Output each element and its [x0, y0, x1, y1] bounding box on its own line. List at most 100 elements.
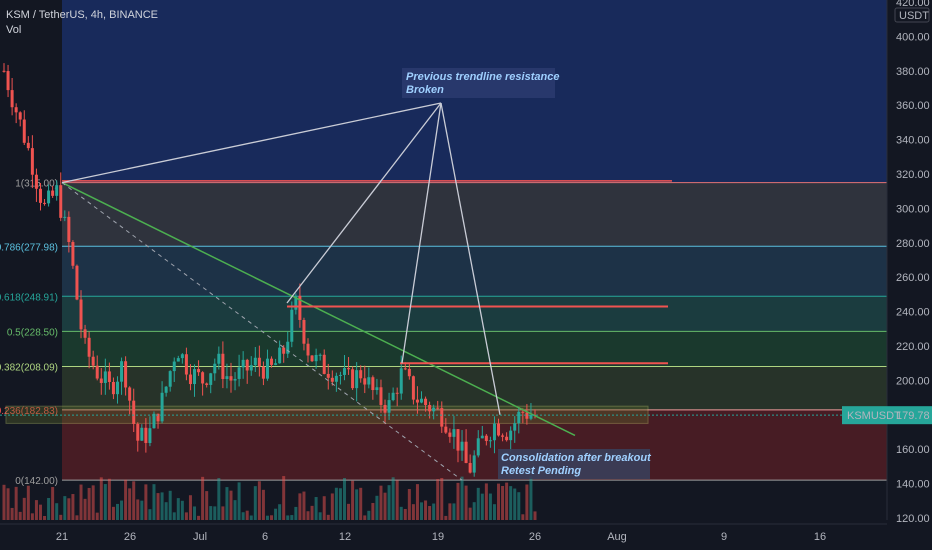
candle-body	[322, 354, 326, 374]
candle-body	[448, 432, 452, 437]
volume-bar	[71, 494, 75, 520]
candle-body	[217, 353, 221, 364]
volume-bar	[513, 488, 517, 520]
fib-label-f0382: 0.382(208.09)	[0, 362, 58, 373]
candle-body	[193, 369, 197, 385]
volume-bar	[286, 515, 290, 520]
candle-body	[103, 371, 107, 383]
volume-bar	[282, 476, 286, 520]
candle-body	[91, 356, 95, 366]
time-tick: 12	[339, 531, 351, 543]
volume-bar	[290, 515, 294, 520]
volume-bar	[140, 500, 144, 520]
price-tick: 420.00	[896, 0, 930, 9]
volume-label: Vol	[6, 24, 22, 36]
volume-bar	[472, 502, 476, 520]
candle-body	[67, 216, 71, 243]
fib-zone-0	[62, 182, 887, 247]
time-tick: 19	[432, 531, 444, 543]
volume-bar	[164, 502, 168, 520]
volume-bar	[359, 487, 363, 520]
volume-bar	[391, 477, 395, 520]
fib-zone-4	[62, 366, 887, 410]
volume-bar	[148, 509, 152, 520]
volume-bar	[383, 492, 387, 520]
volume-bar	[298, 493, 302, 520]
volume-bar	[326, 514, 330, 520]
volume-bar	[428, 506, 432, 520]
price-tick: 320.00	[896, 169, 930, 181]
candle-body	[59, 185, 63, 218]
currency-badge	[894, 7, 930, 23]
volume-bar	[322, 496, 326, 520]
volume-bar	[176, 498, 180, 520]
volume-bar	[448, 503, 452, 520]
candle-body	[456, 429, 460, 451]
candle-body	[257, 357, 261, 367]
candle-body	[334, 375, 338, 382]
candle-body	[513, 423, 517, 431]
candle-body	[245, 359, 249, 371]
candle-body	[75, 265, 79, 300]
candle-body	[43, 202, 47, 204]
candle-body	[213, 363, 217, 374]
volume-bar	[261, 489, 265, 520]
volume-bar	[476, 487, 480, 520]
currency-label: USDT	[899, 10, 929, 22]
time-tick: 6	[262, 531, 268, 543]
candle-body	[63, 216, 67, 218]
volume-bar	[111, 506, 115, 520]
candle-body	[428, 404, 432, 412]
volume-bar	[209, 506, 213, 520]
time-tick: Aug	[607, 531, 627, 543]
annotation-line-1	[286, 102, 442, 304]
candle-body	[440, 408, 444, 427]
volume-bar	[375, 495, 379, 520]
volume-bar	[91, 485, 95, 520]
volume-bar	[43, 515, 47, 520]
candle-body	[492, 423, 496, 441]
annotation-top-line2: Broken	[406, 84, 444, 96]
candle-body	[468, 462, 472, 473]
fib-zone-2	[62, 296, 887, 332]
volume-bar	[363, 515, 367, 520]
volume-bar	[456, 482, 460, 520]
volume-bar	[63, 496, 67, 520]
price-tick: 120.00	[896, 513, 930, 525]
annotation-box-top	[402, 68, 555, 98]
price-tick: 200.00	[896, 375, 930, 387]
candle-body	[107, 371, 111, 382]
price-tick: 360.00	[896, 100, 930, 112]
candle-body	[529, 414, 533, 419]
candle-body	[436, 407, 440, 409]
descending-trendline	[61, 181, 576, 437]
volume-bar	[460, 476, 464, 520]
candle-body	[83, 329, 87, 338]
candle-body	[318, 354, 322, 356]
candle-body	[399, 368, 403, 394]
volume-bar	[99, 477, 103, 520]
candle-body	[501, 435, 505, 437]
candle-body	[411, 376, 415, 400]
volume-bar	[79, 484, 83, 520]
candle-body	[278, 347, 282, 364]
candle-body	[265, 358, 269, 379]
candle-body	[140, 427, 144, 441]
volume-bar	[10, 507, 14, 520]
candle-body	[152, 413, 156, 429]
volume-bar	[229, 490, 233, 520]
fib-zone-3	[62, 331, 887, 367]
candle-body	[176, 358, 180, 362]
annotation-bottom-line1: Consolidation after breakout	[501, 452, 652, 464]
candle-body	[347, 368, 351, 370]
volume-bar	[18, 511, 22, 520]
candle-body	[188, 374, 192, 385]
candle-body	[6, 71, 10, 91]
time-tick: 9	[721, 531, 727, 543]
candle-body	[338, 374, 342, 376]
volume-bar	[107, 478, 111, 520]
time-tick: 26	[529, 531, 541, 543]
last-price-value: 179.78	[896, 410, 930, 422]
